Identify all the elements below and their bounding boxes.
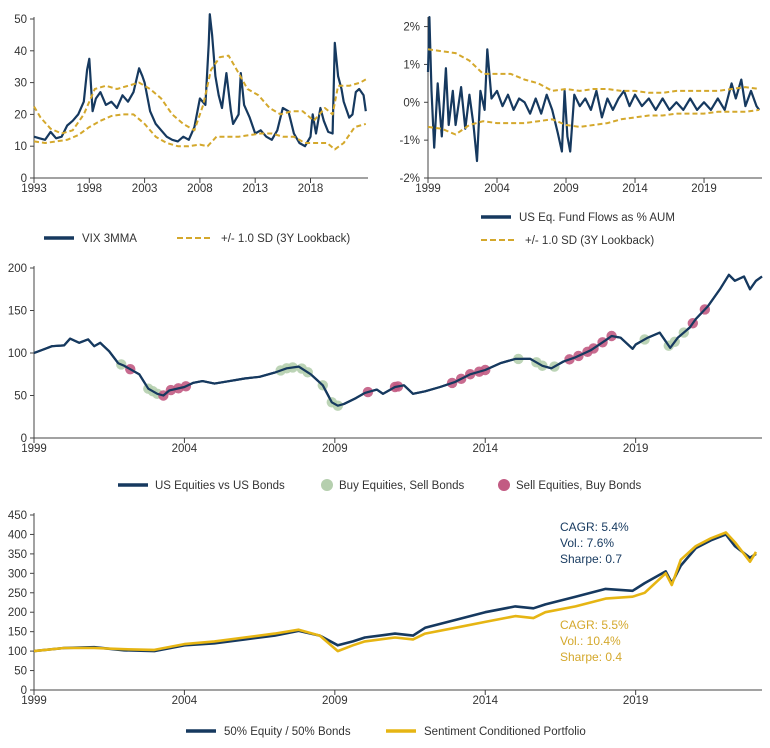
relative-y-tick-label: 150 xyxy=(8,306,27,318)
portfolio-y-tick-label: 200 xyxy=(8,607,27,619)
vix-y-tick-label: 10 xyxy=(14,141,27,153)
vix-x-tick-label: 2003 xyxy=(132,183,158,195)
vix-y-tick-label: 50 xyxy=(14,14,27,26)
vix-x-tick-label: 2018 xyxy=(298,183,324,195)
relative-y-tick-label: 50 xyxy=(14,391,27,403)
relative-chart: 0 50 100 150 200 1999 2004 2009 2014 2019 US Equit… xyxy=(8,263,763,492)
relative-y-tick-label: 0 xyxy=(21,433,27,445)
flows-series-1 xyxy=(427,48,760,94)
portfolio-legend: 50% Equity / 50% Bonds Sentiment Conditio… xyxy=(186,726,586,738)
portfolio-legend-label: Sentiment Conditioned Portfolio xyxy=(424,726,586,738)
vix-legend: VIX 3MMA +/- 1.0 SD (3Y Lookback) xyxy=(44,233,350,245)
stat-annotation: Sharpe: 0.4 xyxy=(560,650,622,664)
stat-annotation: Vol.: 7.6% xyxy=(560,536,614,550)
portfolio-y-tick-label: 0 xyxy=(21,685,27,697)
buy-legend-marker xyxy=(321,479,333,491)
vix-x-tick-label: 1993 xyxy=(21,183,47,195)
portfolio-x-tick-label: 2009 xyxy=(322,695,348,707)
vix-series-2 xyxy=(33,113,367,151)
flows-legend-label: +/- 1.0 SD (3Y Lookback) xyxy=(525,235,654,247)
sell-legend-marker xyxy=(498,479,510,491)
stat-annotation: CAGR: 5.4% xyxy=(560,520,629,534)
vix-x-tick-label: 2013 xyxy=(242,183,268,195)
stat-annotation: Vol.: 10.4% xyxy=(560,634,621,648)
relative-x-tick-label: 2009 xyxy=(322,443,348,455)
portfolio-y-tick-label: 150 xyxy=(8,627,27,639)
relative-legend: US Equities vs US Bonds Buy Equities, Sel… xyxy=(118,479,642,492)
relative-legend-label: Sell Equities, Buy Bonds xyxy=(516,480,642,492)
portfolio-x-tick-label: 2019 xyxy=(623,695,649,707)
portfolio-x-tick-label: 2014 xyxy=(472,695,498,707)
flows-x-tick-label: 2014 xyxy=(622,183,648,195)
flows-x-tick-label: 2019 xyxy=(691,183,717,195)
vix-y-tick-label: 40 xyxy=(14,46,27,58)
flows-y-tick-label: -1% xyxy=(400,135,420,147)
portfolio-legend-label: 50% Equity / 50% Bonds xyxy=(224,726,351,738)
flows-legend-label: US Eq. Fund Flows as % AUM xyxy=(519,212,675,224)
flows-y-tick-label: 2% xyxy=(403,22,420,34)
portfolio-y-tick-label: 450 xyxy=(8,510,27,522)
portfolio-y-tick-label: 400 xyxy=(8,529,27,541)
stat-annotation: Sharpe: 0.7 xyxy=(560,552,622,566)
relative-y-tick-label: 200 xyxy=(8,263,27,275)
relative-legend-label: US Equities vs US Bonds xyxy=(155,480,285,492)
vix-y-tick-label: 30 xyxy=(14,78,27,90)
flows-x-tick-label: 2004 xyxy=(484,183,510,195)
vix-legend-label: VIX 3MMA xyxy=(82,233,137,245)
portfolio-y-tick-label: 50 xyxy=(14,666,27,678)
portfolio-series-1 xyxy=(33,531,758,653)
relative-x-tick-label: 2019 xyxy=(623,443,649,455)
relative-x-tick-label: 2004 xyxy=(172,443,198,455)
vix-legend-label: +/- 1.0 SD (3Y Lookback) xyxy=(221,233,350,245)
flows-legend: US Eq. Fund Flows as % AUM +/- 1.0 SD (3Y… xyxy=(481,212,675,247)
portfolio-x-tick-label: 2004 xyxy=(172,695,198,707)
flows-chart: -2% -1% 0% 1% 2% 1999 2004 2009 2014 2019 US Eq. F… xyxy=(400,16,762,247)
relative-x-tick-label: 2014 xyxy=(472,443,498,455)
portfolio-y-tick-label: 250 xyxy=(8,588,27,600)
relative-legend-label: Buy Equities, Sell Bonds xyxy=(339,480,465,492)
flows-series-2 xyxy=(427,108,760,136)
flows-x-tick-label: 2009 xyxy=(553,183,579,195)
portfolio-x-tick-label: 1999 xyxy=(21,695,47,707)
vix-x-tick-label: 1998 xyxy=(77,183,103,195)
relative-x-tick-label: 1999 xyxy=(21,443,47,455)
portfolio-y-tick-label: 300 xyxy=(8,568,27,580)
vix-y-tick-label: 20 xyxy=(14,109,27,121)
portfolio-y-tick-label: 100 xyxy=(8,646,27,658)
stat-annotation: CAGR: 5.5% xyxy=(560,618,629,632)
vix-chart: 0 10 20 30 40 50 1993 1998 2003 2008 2013 2018 VIX 3… xyxy=(14,13,368,245)
flows-y-tick-label: 1% xyxy=(403,59,420,71)
vix-series-0 xyxy=(33,13,367,148)
vix-x-tick-label: 2008 xyxy=(187,183,213,195)
vix-series-1 xyxy=(33,54,367,135)
relative-series-0-top xyxy=(33,273,763,407)
flows-x-tick-label: 1999 xyxy=(415,183,441,195)
flows-y-tick-label: -2% xyxy=(400,173,420,185)
vix-y-tick-label: 0 xyxy=(21,173,27,185)
relative-y-tick-label: 100 xyxy=(8,348,27,360)
portfolio-series-0 xyxy=(33,533,757,653)
flows-y-tick-label: 0% xyxy=(403,97,420,109)
portfolio-chart: 0 50 100 150 200 250 300 350 400 450 1999 2004 2009 2… xyxy=(8,510,762,738)
portfolio-y-tick-label: 350 xyxy=(8,549,27,561)
